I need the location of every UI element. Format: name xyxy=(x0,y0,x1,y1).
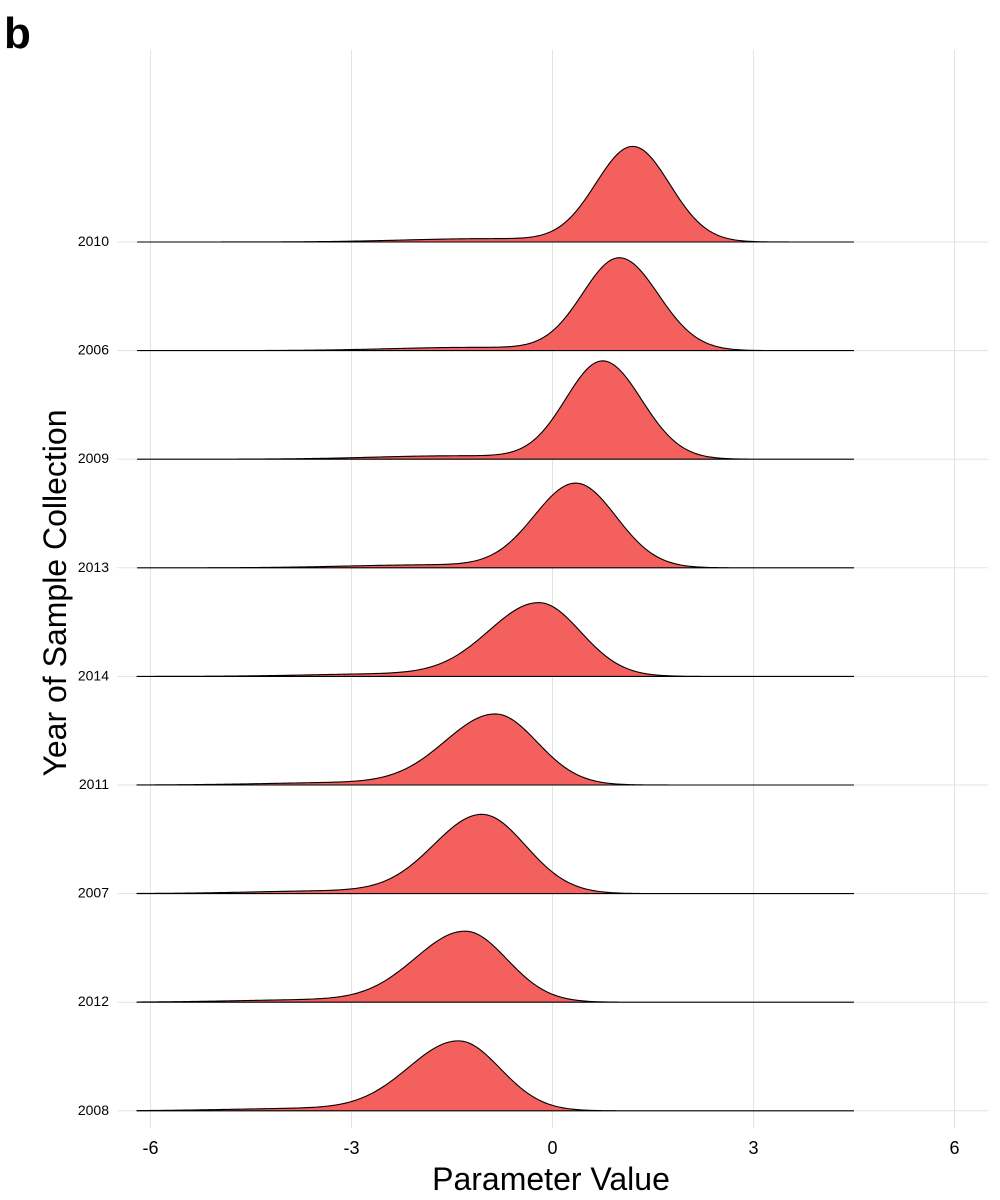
y-tick-label: 2007 xyxy=(78,885,109,901)
ridge-2009 xyxy=(137,360,854,460)
y-tick-label: 2013 xyxy=(78,559,109,575)
x-tick-label: 3 xyxy=(748,1138,758,1158)
y-tick-label: 2011 xyxy=(79,776,109,792)
panel-label: b xyxy=(4,9,31,58)
y-tick-label: 2012 xyxy=(78,993,109,1009)
y-axis-title: Year of Sample Collection xyxy=(37,409,73,776)
ridge-2014 xyxy=(136,602,854,677)
y-tick-label: 2014 xyxy=(78,667,109,683)
x-tick-labels: -6 -3 0 3 6 xyxy=(142,1138,959,1158)
ridge-2006 xyxy=(137,257,854,352)
x-tick-label: -6 xyxy=(142,1138,158,1158)
ridge-2012 xyxy=(136,930,854,1003)
grid xyxy=(117,50,988,1128)
ridges xyxy=(136,145,854,1112)
y-tick-label: 2010 xyxy=(78,233,109,249)
y-tick-label: 2008 xyxy=(78,1102,109,1118)
y-tick-labels: 2010 2006 2009 2013 2014 2011 2007 2012 2008 xyxy=(78,233,109,1118)
ridge-2011 xyxy=(136,713,854,786)
x-axis-title: Parameter Value xyxy=(432,1161,670,1197)
ridge-2007 xyxy=(136,813,854,895)
y-tick-label: 2009 xyxy=(78,450,109,466)
x-tick-label: 6 xyxy=(949,1138,959,1158)
y-tick-label: 2006 xyxy=(78,342,109,358)
x-tick-label: -3 xyxy=(343,1138,359,1158)
ridge-2008 xyxy=(136,1040,854,1112)
ridge-2010 xyxy=(137,145,854,243)
ridge-2013 xyxy=(137,482,854,569)
x-tick-label: 0 xyxy=(547,1138,557,1158)
